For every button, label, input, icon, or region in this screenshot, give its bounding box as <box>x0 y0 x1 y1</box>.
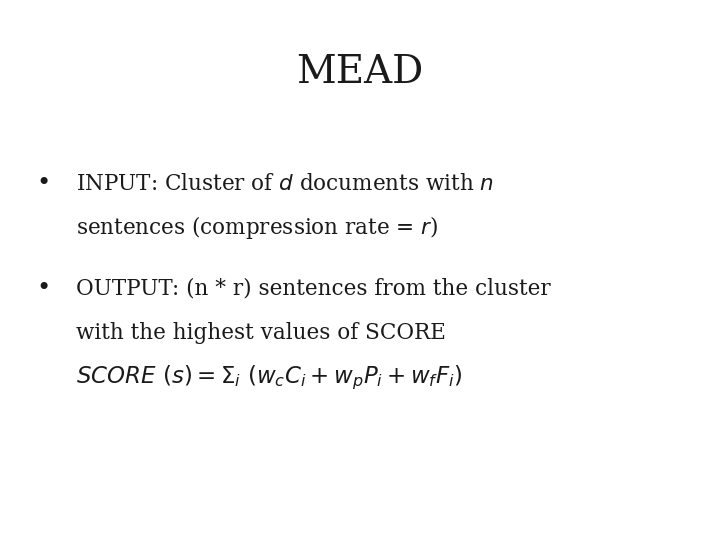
Text: MEAD: MEAD <box>297 55 423 91</box>
Text: with the highest values of SCORE: with the highest values of SCORE <box>76 322 446 344</box>
Text: INPUT: Cluster of $d$ documents with $n$: INPUT: Cluster of $d$ documents with $n$ <box>76 173 494 194</box>
Text: $\mathit{SCORE\ (s) = \Sigma_i\ (w_c C_i + w_p P_i + w_f F_i)}$: $\mathit{SCORE\ (s) = \Sigma_i\ (w_c C_i… <box>76 363 462 392</box>
Text: •: • <box>36 172 50 195</box>
Text: OUTPUT: (n * r) sentences from the cluster: OUTPUT: (n * r) sentences from the clust… <box>76 278 550 300</box>
Text: sentences (compression rate = $r$): sentences (compression rate = $r$) <box>76 214 438 241</box>
Text: •: • <box>36 278 50 300</box>
